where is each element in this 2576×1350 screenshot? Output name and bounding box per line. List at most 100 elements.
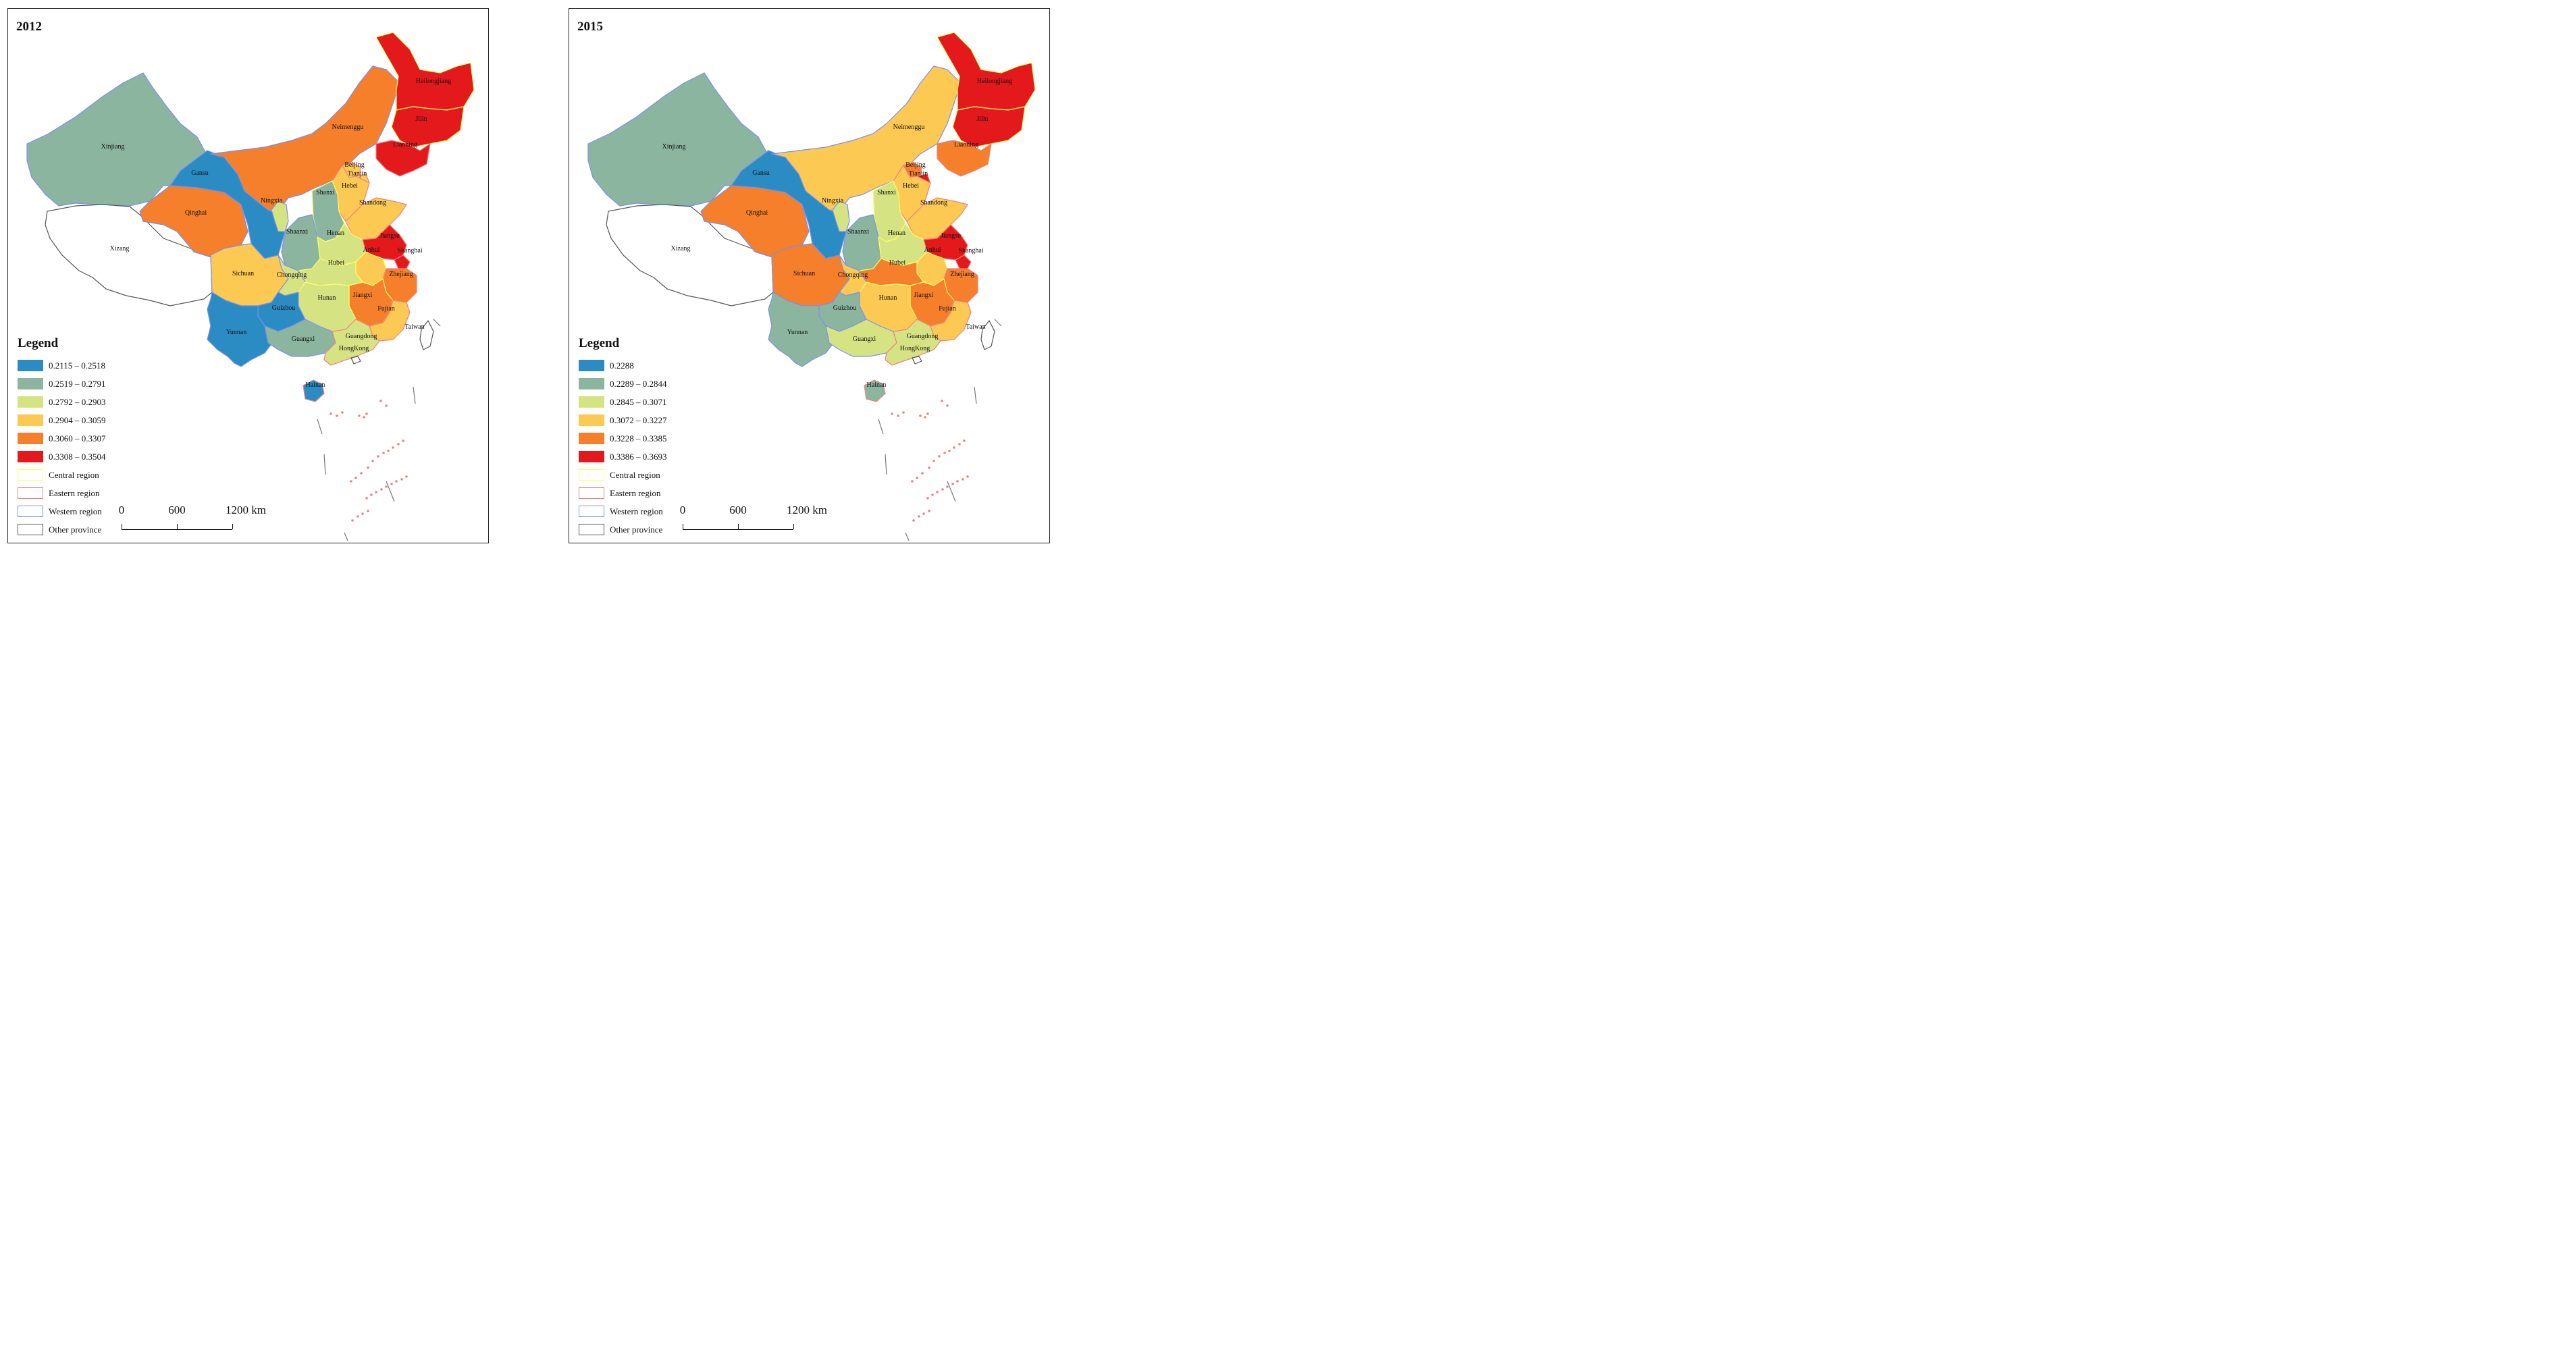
legend-swatch	[18, 360, 43, 371]
legend-region-western: Western region	[579, 502, 687, 520]
legend-class-4: 0.2904 – 0.3059	[18, 411, 126, 429]
province-label-shaanxi: Shaanxi	[847, 228, 869, 236]
island-dot	[953, 446, 955, 449]
province-label-taiwan: Taiwan	[966, 323, 985, 331]
province-label-heilongjiang: Heilongjiang	[977, 78, 1012, 85]
sea-boundary-line	[413, 386, 416, 404]
legend-label: 0.3386 – 0.3693	[610, 451, 667, 462]
legend-label: 0.2115 – 0.2518	[49, 360, 106, 371]
province-label-zhejiang: Zhejiang	[950, 271, 974, 278]
legend-class-5: 0.3228 – 0.3385	[579, 429, 687, 448]
island-dot	[956, 480, 959, 483]
province-shanghai	[955, 254, 972, 269]
province-heilongjiang	[375, 32, 475, 111]
island-dot	[928, 466, 930, 469]
legend-outline-swatch	[579, 506, 604, 517]
province-hainan	[864, 379, 886, 402]
province-label-anhui: Anhui	[363, 246, 380, 254]
china-map: Xinjiang Xizang Qinghai Gansu Neimenggu Heilo…	[26, 32, 475, 541]
province-ningxia	[271, 200, 289, 232]
province-hongkong	[912, 356, 922, 364]
province-label-shandong: Shandong	[920, 199, 947, 207]
province-yunnan	[768, 292, 837, 367]
sea-boundary-line	[878, 418, 884, 435]
island-dot	[926, 412, 929, 415]
province-label-guangdong: Guangdong	[907, 333, 939, 340]
island-dot	[392, 446, 394, 449]
scale-line	[683, 529, 793, 530]
legend-label: 0.2845 – 0.3071	[610, 396, 667, 407]
province-label-liaoning: Liaoning	[393, 141, 417, 148]
island-dot	[350, 480, 352, 483]
province-label-anhui: Anhui	[924, 246, 941, 254]
province-label-xinjiang: Xinjiang	[101, 143, 125, 151]
legend-region-eastern: Eastern region	[18, 484, 126, 502]
legend-swatch	[579, 360, 604, 371]
sea-boundary-line	[905, 532, 910, 541]
legend-class-5: 0.3060 – 0.3307	[18, 429, 126, 448]
legend-outline-swatch	[18, 524, 43, 535]
province-guangdong	[885, 319, 941, 366]
island-dot	[931, 493, 934, 496]
province-xizang	[45, 204, 213, 306]
province-label-gansu: Gansu	[752, 169, 770, 177]
province-guangdong	[323, 319, 380, 366]
island-dot	[360, 472, 363, 475]
province-yunnan	[207, 292, 275, 367]
legend-swatch	[579, 378, 604, 389]
island-dot	[941, 400, 943, 402]
province-label-hongkong: HongKong	[900, 345, 930, 352]
legend-outline-swatch	[18, 487, 43, 499]
island-dot	[390, 483, 393, 485]
province-label-ningxia: Ningxia	[261, 197, 283, 205]
province-label-henan: Henan	[327, 230, 344, 237]
legend-region-central: Central region	[579, 466, 687, 484]
sea-boundary-line	[885, 454, 887, 475]
sea-boundary-line	[317, 418, 323, 435]
island-dot	[367, 466, 369, 469]
province-label-sichuan: Sichuan	[232, 270, 254, 277]
island-dot	[946, 404, 949, 407]
legend-class-1: 0.2288	[579, 356, 687, 375]
sea-boundary-line	[344, 532, 348, 541]
island-dot	[365, 497, 368, 500]
province-label-taiwan: Taiwan	[404, 323, 424, 331]
province-liaoning	[937, 140, 992, 177]
island-dot	[921, 472, 924, 475]
province-label-xizang: Xizang	[110, 245, 130, 252]
province-liaoning	[375, 140, 431, 177]
province-label-hebei: Hebei	[903, 182, 919, 190]
scale-tick	[177, 524, 178, 529]
province-label-shanxi: Shanxi	[316, 189, 335, 196]
map-panel-2015: 2015 Xinjiang Xizang Qinghai Gansu Neimenggu…	[569, 8, 1050, 543]
legend-label: Eastern region	[610, 487, 661, 498]
legend-label: 0.3060 – 0.3307	[49, 433, 106, 443]
island-dot	[336, 414, 338, 417]
province-label-yunnan: Yunnan	[787, 329, 808, 336]
island-dot	[951, 483, 954, 485]
province-label-sichuan: Sichuan	[793, 270, 815, 277]
legend-class-3: 0.2792 – 0.2903	[18, 393, 126, 411]
island-dot	[351, 519, 354, 522]
island-dot	[387, 450, 390, 452]
scale-label-1200: 1200 km	[787, 504, 827, 516]
island-dot	[367, 510, 369, 512]
province-xizang	[606, 204, 774, 306]
province-ningxia	[832, 200, 850, 232]
scale-bar: 0 600 1200 km	[116, 504, 266, 537]
island-dot	[943, 452, 946, 454]
legend-label: 0.2289 – 0.2844	[610, 378, 667, 389]
province-label-guangdong: Guangdong	[346, 333, 377, 340]
legend-region-other: Other province	[18, 520, 126, 539]
legend-label: 0.2792 – 0.2903	[49, 396, 106, 407]
sea-boundary-line	[433, 319, 441, 327]
province-label-qinghai: Qinghai	[746, 209, 768, 217]
legend-label: 0.3308 – 0.3504	[49, 451, 106, 462]
province-label-jiangxi: Jiangxi	[914, 292, 934, 299]
china-map: Xinjiang Xizang Qinghai Gansu Neimenggu Heilo…	[587, 32, 1036, 541]
legend-label: Other province	[610, 524, 663, 535]
island-dot	[379, 400, 382, 402]
scale-line	[122, 529, 232, 530]
legend-swatch	[18, 378, 43, 389]
scale-label-1200: 1200 km	[226, 504, 266, 516]
